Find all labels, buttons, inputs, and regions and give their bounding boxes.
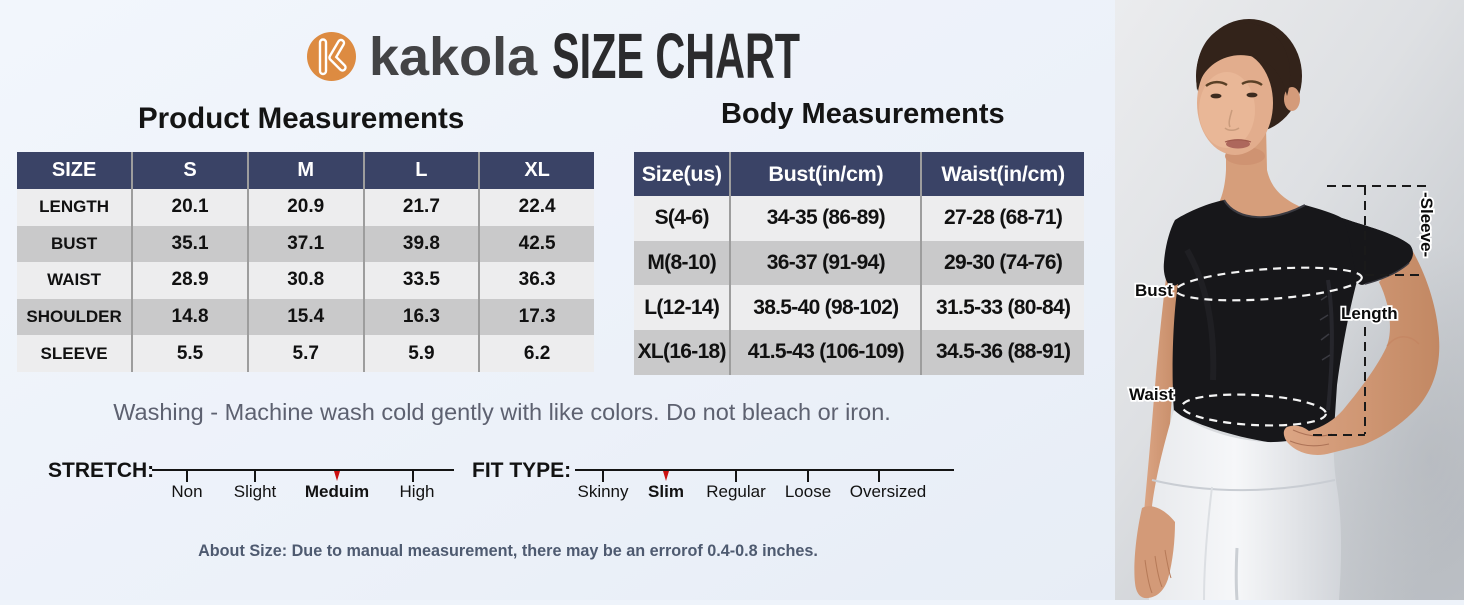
- svg-text:Bust: Bust: [1135, 281, 1173, 300]
- svg-text:-Sleeve-: -Sleeve-: [1417, 192, 1436, 257]
- svg-text:Length: Length: [1341, 304, 1398, 323]
- svg-text:Waist: Waist: [1129, 385, 1174, 404]
